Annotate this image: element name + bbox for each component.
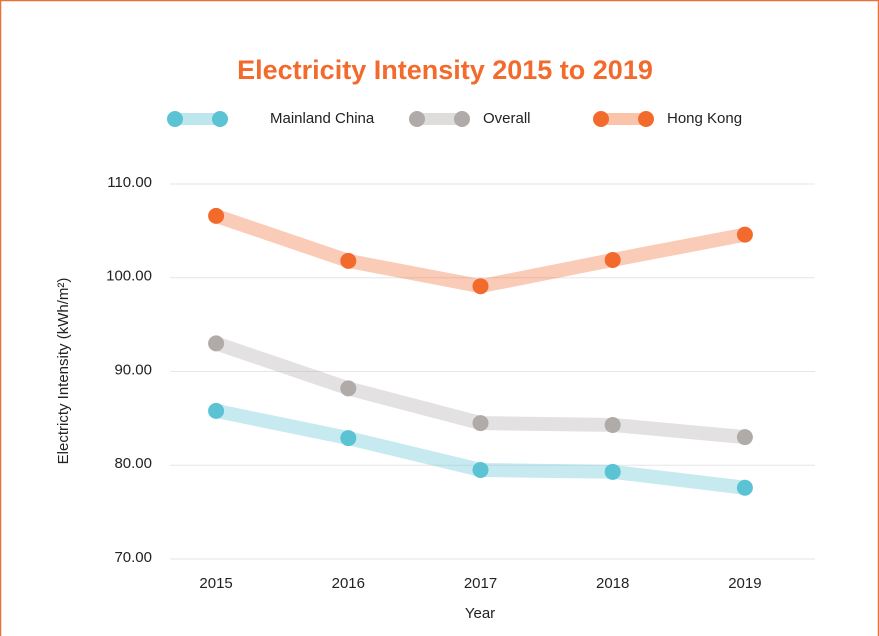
y-tick-label: 80.00 bbox=[114, 455, 152, 472]
legend-dot bbox=[212, 111, 228, 127]
x-tick-label: 2018 bbox=[596, 575, 629, 592]
x-tick-label: 2019 bbox=[728, 575, 761, 592]
legend-dot bbox=[454, 111, 470, 127]
data-point bbox=[472, 278, 489, 295]
x-tick-label: 2016 bbox=[332, 575, 365, 592]
y-axis-label: Electricty Intensity (kWh/m²) bbox=[55, 278, 72, 465]
legend-dot bbox=[593, 111, 609, 127]
data-point bbox=[208, 335, 225, 352]
chart-title: Electricity Intensity 2015 to 2019 bbox=[237, 55, 653, 85]
data-point bbox=[340, 252, 357, 269]
x-tick-label: 2015 bbox=[199, 575, 232, 592]
data-point bbox=[736, 479, 753, 496]
y-tick-label: 70.00 bbox=[114, 549, 152, 566]
data-point bbox=[340, 380, 357, 397]
legend-dot bbox=[167, 111, 183, 127]
data-point bbox=[208, 207, 225, 224]
data-point bbox=[604, 463, 621, 480]
legend-label: Hong Kong bbox=[667, 110, 742, 127]
legend-dot bbox=[638, 111, 654, 127]
data-point bbox=[604, 251, 621, 268]
x-tick-label: 2017 bbox=[464, 575, 497, 592]
y-tick-label: 100.00 bbox=[106, 268, 152, 285]
y-tick-label: 110.00 bbox=[107, 174, 152, 191]
data-point bbox=[736, 226, 753, 243]
data-point bbox=[208, 402, 225, 419]
data-point bbox=[604, 416, 621, 433]
y-tick-label: 90.00 bbox=[114, 361, 152, 378]
data-point bbox=[472, 461, 489, 478]
legend-label: Mainland China bbox=[270, 110, 375, 127]
legend-label: Overall bbox=[483, 110, 531, 127]
legend-dot bbox=[409, 111, 425, 127]
data-point bbox=[472, 415, 489, 432]
data-point bbox=[736, 429, 753, 446]
series-line bbox=[213, 209, 747, 294]
data-point bbox=[340, 430, 357, 447]
x-axis-label: Year bbox=[465, 605, 495, 622]
